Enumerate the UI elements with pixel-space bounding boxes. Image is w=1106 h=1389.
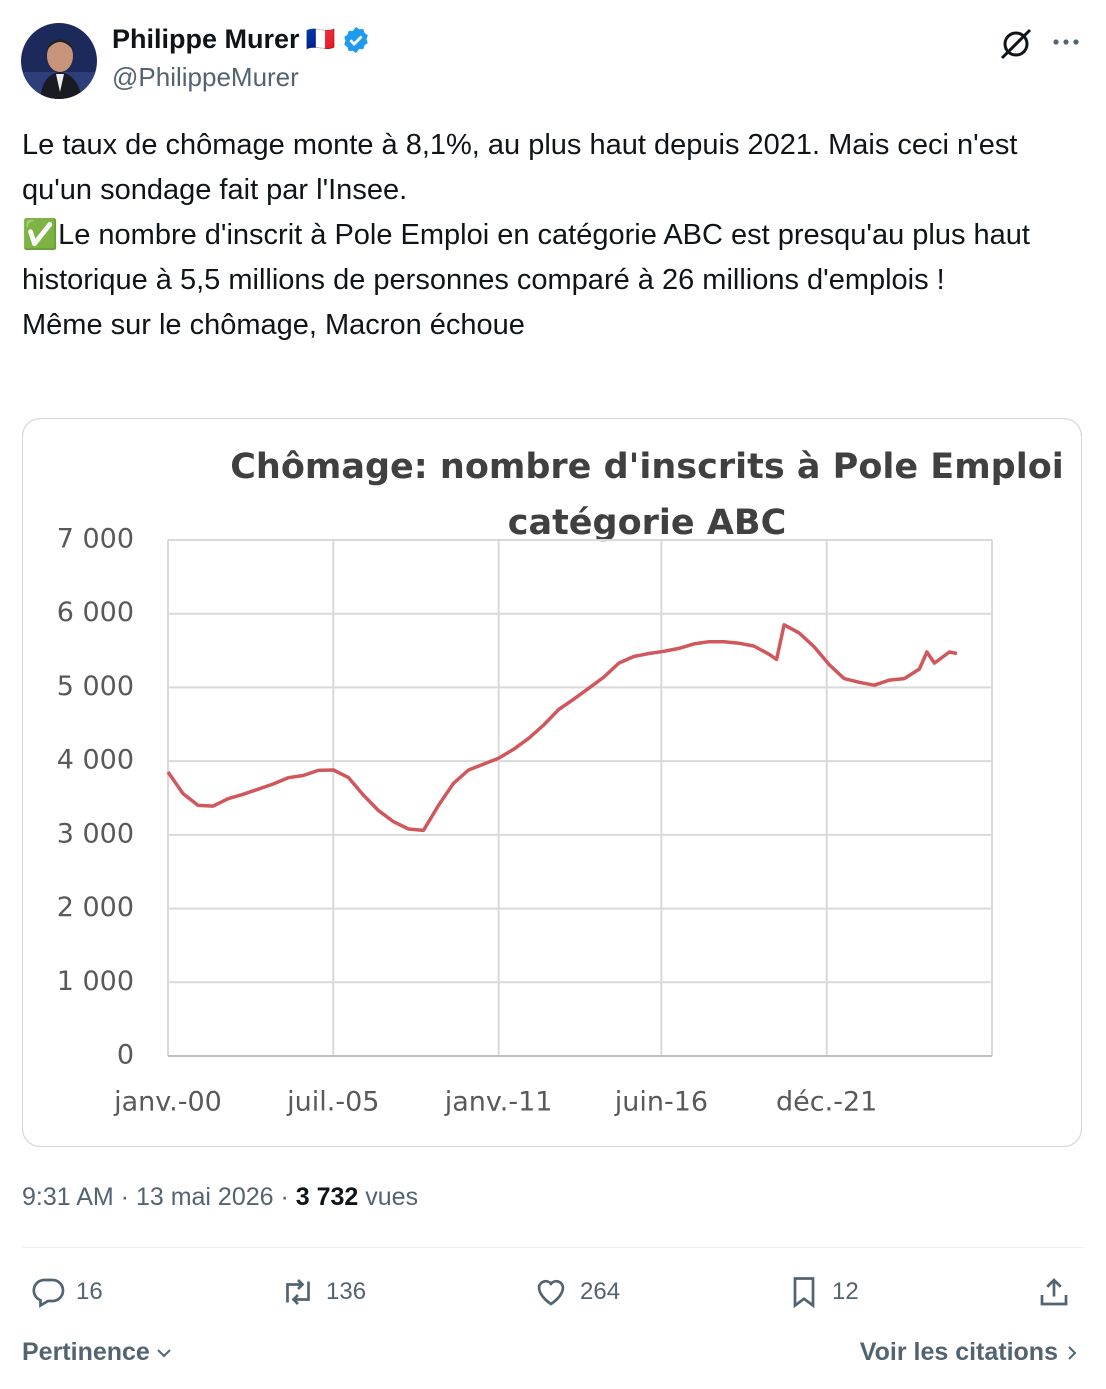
text-paragraph: Le taux de chômage monte à 8,1%, au plus… [22,129,1018,206]
bookmark-action[interactable]: 12 [786,1274,859,1310]
sort-control[interactable]: Pertinence [22,1338,174,1367]
data-line [166,623,958,833]
repost-action[interactable]: 136 [280,1274,366,1310]
sort-label: Pertinence [22,1338,150,1366]
x-tick-label: déc.-21 [776,1087,877,1118]
x-tick-label: juin-16 [614,1087,708,1118]
author-handle[interactable]: @PhilippeMurer [112,62,299,92]
flag: 🇫🇷 [305,26,336,53]
bookmark-icon [793,1277,815,1309]
y-tick-label: 1 000 [57,966,134,997]
media-frame[interactable]: Chômage: nombre d'inscrits à Pole Emploi… [22,418,1082,1147]
divider [22,1247,1084,1248]
quotes-label: Voir les citations [859,1338,1058,1366]
reply-count: 16 [76,1278,103,1305]
y-tick-label: 6 000 [57,597,134,628]
like-action[interactable]: 264 [532,1274,620,1310]
grok-icon[interactable] [998,26,1034,62]
chart-title: Chômage: nombre d'inscrits à Pole Emploi [230,447,1064,487]
x-tick-label: janv.-11 [444,1087,553,1118]
repost-count: 136 [326,1278,367,1305]
timestamp[interactable]: 9:31 AM · 13 mai 2026 · [22,1183,289,1211]
quotes-link[interactable]: Voir les citations [860,1338,1080,1367]
views-count: 3 732 [295,1183,359,1211]
tweet-text: Le taux de chômage monte à 8,1%, au plus… [22,123,1088,348]
y-tick-label: 7 000 [57,524,134,555]
bookmark-count: 12 [832,1278,859,1305]
share-icon[interactable] [1036,1274,1072,1310]
text-paragraph: Même sur le chômage, Macron échoue [22,309,525,341]
verified-badge [344,26,369,53]
meta: 9:31 AM · 13 mai 2026 · 3 732 vues [22,1183,418,1212]
y-tick-label: 5 000 [57,671,134,702]
views-label: vues [365,1183,419,1211]
x-tick-label: juil.-05 [286,1087,379,1118]
reply-icon [32,1278,65,1308]
text-paragraph: ✅Le nombre d'inscrit à Pole Emploi en ca… [22,219,1030,296]
chart-title: catégorie ABC [508,503,787,543]
like-icon [537,1279,565,1306]
repost-icon [286,1279,310,1305]
author-name[interactable]: Philippe Murer [112,24,300,54]
chevron-down [157,1348,171,1357]
more-icon[interactable] [1050,30,1082,54]
x-tick-label: janv.-00 [113,1087,222,1118]
y-tick-label: 2 000 [57,892,134,923]
author-row: Philippe Murer 🇫🇷 [112,24,371,55]
y-tick-label: 3 000 [57,818,134,849]
y-tick-label: 4 000 [57,745,134,776]
avatar[interactable] [20,22,98,100]
chevron-right [1068,1345,1077,1360]
like-count: 264 [580,1278,621,1305]
y-tick-label: 0 [117,1040,134,1071]
reply-action[interactable]: 16 [30,1274,103,1310]
chart: Chômage: nombre d'inscrits à Pole Emploi… [23,419,1081,1146]
